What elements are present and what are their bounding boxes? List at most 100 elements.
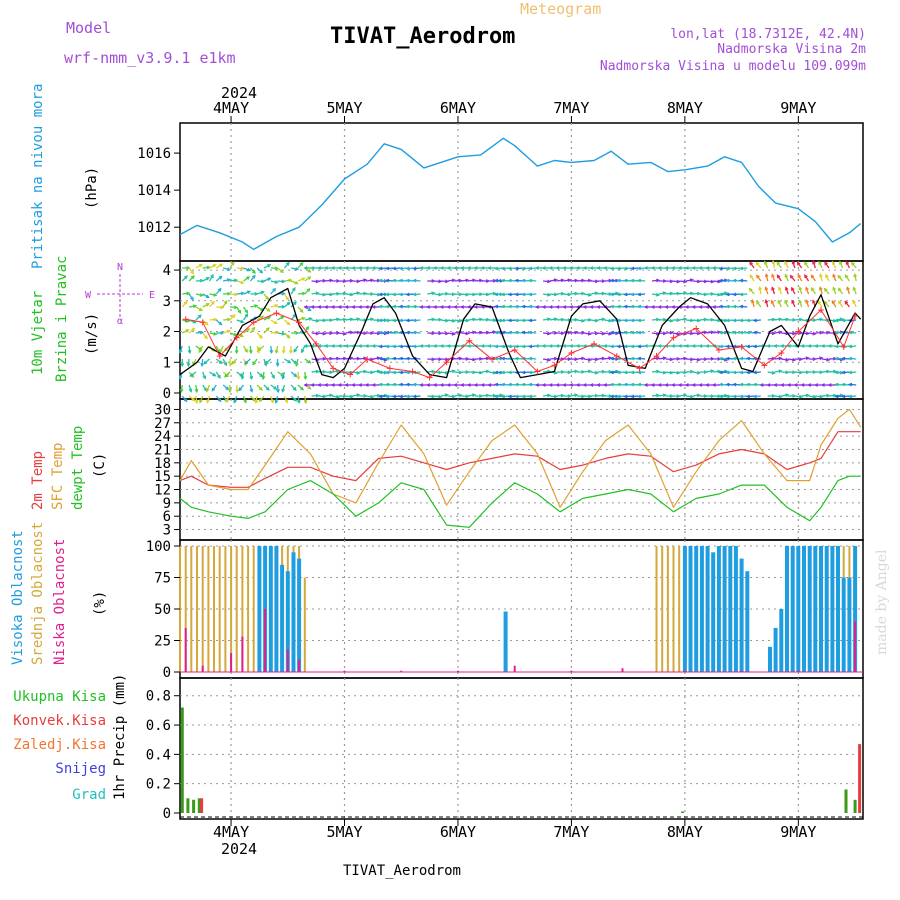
wind-arrowhead xyxy=(637,394,642,399)
wind-arrow xyxy=(631,395,639,398)
wind-arrowhead xyxy=(752,382,757,387)
wind-arrowhead xyxy=(834,344,839,349)
wind-arrowhead xyxy=(438,394,443,399)
wind-arrow xyxy=(495,293,503,296)
wind-arrowhead xyxy=(317,266,322,270)
bottom-day-label: 8MAY xyxy=(667,823,703,841)
wind-arrow xyxy=(297,277,305,282)
high-cloud-bar xyxy=(285,571,290,672)
y-tick-label: 30 xyxy=(154,402,171,418)
wind-arrowhead xyxy=(608,331,613,336)
wind-obs-point xyxy=(534,368,541,375)
wind-arrow xyxy=(283,302,291,308)
wind-arrow xyxy=(631,293,639,296)
wind-arrowhead xyxy=(848,370,853,375)
wind-arrowhead xyxy=(705,266,710,270)
wind-arrowhead xyxy=(356,317,361,322)
wind-arrowhead xyxy=(541,344,546,348)
compass-n: N xyxy=(117,262,123,273)
wind-arrow xyxy=(617,371,625,374)
wind-arrowhead xyxy=(528,266,533,271)
wind-arrowhead xyxy=(405,318,410,323)
wind-arrowhead xyxy=(190,296,194,301)
wind-arrowhead xyxy=(630,356,635,361)
wind-arrowhead xyxy=(218,360,223,365)
y-tick-label: 12 xyxy=(154,483,171,499)
wind-arrow xyxy=(835,345,843,348)
wind-arrowhead xyxy=(766,344,771,348)
wind-arrow xyxy=(495,371,503,374)
wind-arrowhead xyxy=(500,278,506,283)
wind-obs-point xyxy=(466,337,473,344)
high-cloud-ylabel: Visoka Oblacnost xyxy=(10,530,26,665)
wind-arrow xyxy=(788,332,796,335)
wind-arrow xyxy=(275,395,279,403)
high-cloud-bar xyxy=(503,611,508,672)
wind-arrow xyxy=(747,319,755,322)
wind-arrow xyxy=(651,279,659,282)
wind-arrow xyxy=(304,276,311,282)
wind-arrowhead xyxy=(764,273,769,278)
wind-arrowhead xyxy=(630,278,635,283)
wind-arrow xyxy=(638,319,646,322)
wind-arrowhead xyxy=(555,305,560,309)
wind-arrowhead xyxy=(218,321,223,326)
wind-obs-point xyxy=(778,350,785,357)
wind-arrow xyxy=(842,395,850,398)
top-day-label: 8MAY xyxy=(667,99,703,117)
y-tick-label: 1012 xyxy=(137,220,171,236)
wind-arrow xyxy=(808,332,816,335)
wind-arrowhead xyxy=(669,291,674,296)
wind-arrowhead xyxy=(841,370,846,375)
y-tick-label: 25 xyxy=(154,634,171,650)
wind-arrowhead xyxy=(299,309,304,313)
wind-arrow xyxy=(481,357,489,360)
legend-total-precip: Ukupna Kisa xyxy=(13,689,106,705)
wind-arrowhead xyxy=(451,369,456,374)
wind-arrow xyxy=(529,279,537,282)
wind-arrow xyxy=(386,305,394,308)
wind-arrowhead xyxy=(630,330,635,335)
wind-arrowhead xyxy=(223,362,227,367)
wind-arrow xyxy=(515,279,523,282)
wind-arrowhead xyxy=(732,382,737,387)
wind-arrowhead xyxy=(306,287,311,292)
wind-arrowhead xyxy=(834,370,839,375)
wind-arrow xyxy=(243,276,250,282)
high-cloud-bar xyxy=(836,546,840,672)
wind-arrow xyxy=(468,331,476,334)
high-cloud-bar xyxy=(733,546,738,672)
total-precip-bar xyxy=(186,798,190,813)
wind-arrowhead xyxy=(546,317,552,322)
wind-arrow xyxy=(181,301,188,308)
wind-arrowhead xyxy=(460,305,465,309)
wind-arrowhead xyxy=(609,266,614,271)
wind-arrow xyxy=(406,319,414,322)
wind-arrowhead xyxy=(718,266,723,271)
wind-arrow xyxy=(624,331,632,334)
bottom-day-label: 5MAY xyxy=(326,823,362,841)
wind-arrowhead xyxy=(271,374,275,379)
wind-arrowhead xyxy=(844,300,849,305)
wind-arrow xyxy=(359,370,367,373)
wind-arrowhead xyxy=(514,356,519,361)
wind-arrowhead xyxy=(773,344,778,348)
y-tick-label: 27 xyxy=(154,416,171,432)
wind-arrowhead xyxy=(664,305,669,309)
wind-arrowhead xyxy=(596,383,601,387)
wind-arrow xyxy=(263,384,270,391)
wind-arrowhead xyxy=(718,394,723,399)
wind-arrowhead xyxy=(337,266,342,270)
wind-arrowhead xyxy=(778,330,783,335)
wind-arrow xyxy=(835,395,843,398)
wind-arrowhead xyxy=(472,393,477,398)
wind-arrow xyxy=(447,332,455,335)
wind-arrow xyxy=(393,293,401,296)
wind-arrowhead xyxy=(739,394,744,399)
wind-arrowhead xyxy=(748,287,753,292)
wind-arrow xyxy=(610,331,618,334)
wind-arrow xyxy=(624,371,632,374)
wind-arrowhead xyxy=(329,292,334,297)
wind-arrow xyxy=(665,292,673,295)
